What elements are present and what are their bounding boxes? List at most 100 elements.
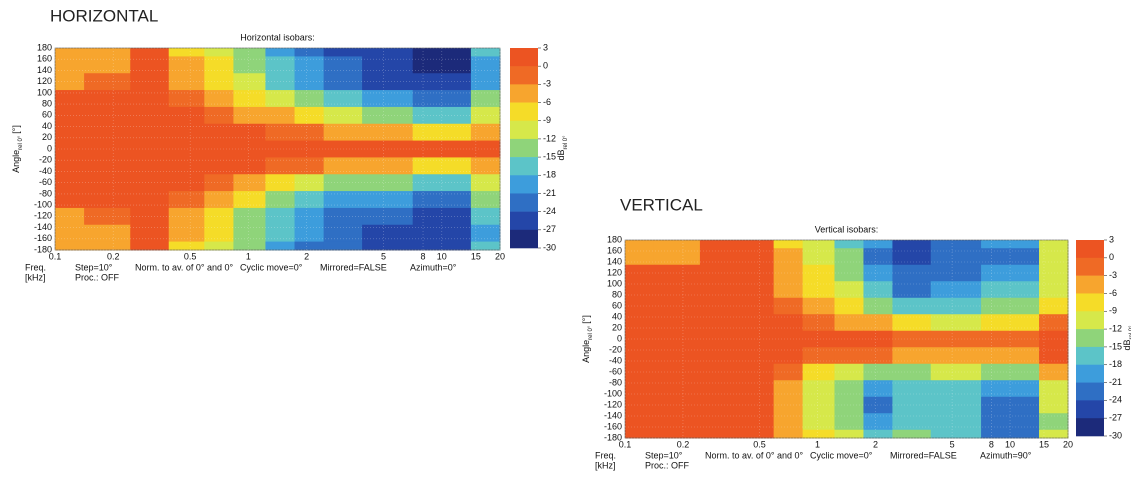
colorbar-label: -27 bbox=[543, 224, 556, 234]
heat-cell bbox=[84, 48, 131, 57]
heat-cell bbox=[294, 106, 325, 125]
y-label-main: Angle bbox=[11, 150, 21, 173]
x-axis-label: Freq. bbox=[25, 262, 46, 272]
colorbar-label: -9 bbox=[1109, 306, 1117, 316]
heat-cell bbox=[863, 363, 893, 381]
heat-cell bbox=[265, 174, 296, 192]
heat-cell bbox=[412, 106, 472, 125]
colorbar-band bbox=[1076, 418, 1104, 437]
heat-cell bbox=[362, 123, 414, 142]
heat-cell bbox=[892, 240, 932, 249]
heat-cell bbox=[233, 191, 266, 209]
heat-cell bbox=[294, 191, 325, 209]
heat-cell bbox=[834, 363, 864, 381]
y-tick-label: 100 bbox=[607, 278, 622, 288]
heat-cell bbox=[130, 174, 170, 192]
heat-cell bbox=[981, 396, 1040, 414]
footer-note: Proc.: OFF bbox=[75, 272, 120, 282]
footer-note: Norm. to av. of 0° and 0° bbox=[705, 450, 803, 460]
heat-cell bbox=[802, 396, 835, 414]
heat-cell bbox=[233, 48, 266, 57]
heat-cell bbox=[738, 396, 775, 414]
y-tick-label: 180 bbox=[607, 234, 622, 244]
x-tick-label: 1 bbox=[815, 439, 820, 449]
heat-cell bbox=[892, 396, 932, 414]
heat-cell bbox=[55, 191, 85, 209]
heat-cell bbox=[802, 380, 835, 398]
plot-frame bbox=[624, 239, 1069, 439]
y-tick-label: 20 bbox=[42, 132, 52, 142]
heat-cell bbox=[653, 380, 701, 398]
colorbar-title-sub: rel 0° bbox=[563, 135, 569, 150]
heat-cell bbox=[625, 248, 655, 266]
heat-cell bbox=[204, 73, 234, 91]
heat-cell bbox=[362, 56, 414, 74]
heat-cell bbox=[930, 248, 982, 266]
y-tick-label: -80 bbox=[39, 188, 52, 198]
colorbar-band bbox=[1076, 293, 1104, 312]
heat-cell bbox=[130, 140, 170, 158]
heat-cell bbox=[323, 224, 363, 243]
heat-cell bbox=[265, 56, 296, 74]
x-tick-label: 0.1 bbox=[619, 439, 632, 449]
heat-cell bbox=[892, 297, 932, 315]
heat-cell bbox=[84, 174, 131, 192]
heat-cell bbox=[773, 297, 804, 315]
colorbar-label: -21 bbox=[1109, 377, 1122, 387]
heat-cell bbox=[773, 264, 804, 282]
heat-cell bbox=[168, 48, 205, 57]
heat-cell bbox=[233, 241, 266, 251]
heat-cell bbox=[470, 90, 501, 108]
footer-note: Mirrored=FALSE bbox=[890, 450, 957, 460]
colorbar-label: -30 bbox=[543, 242, 556, 252]
heat-cell bbox=[773, 396, 804, 414]
heat-cell bbox=[294, 48, 325, 57]
heat-cell bbox=[412, 56, 472, 74]
heat-cell bbox=[55, 224, 85, 243]
heat-cell bbox=[802, 297, 835, 315]
heat-cell bbox=[233, 90, 266, 108]
heat-cell bbox=[204, 241, 234, 251]
heat-cell bbox=[930, 363, 982, 381]
heat-cell bbox=[412, 174, 472, 192]
colorbar-title: dBrel 0° bbox=[556, 135, 568, 161]
heat-cell bbox=[130, 241, 170, 251]
y-tick-label: 60 bbox=[612, 300, 622, 310]
heat-cell bbox=[892, 314, 932, 332]
heat-cell bbox=[930, 297, 982, 315]
heat-cell bbox=[55, 48, 85, 57]
colorbar-band bbox=[510, 157, 538, 176]
heat-cell bbox=[981, 248, 1040, 266]
colorbar-label: 0 bbox=[543, 61, 548, 71]
footer-note: Step=10° bbox=[645, 450, 683, 460]
heat-cell bbox=[981, 380, 1040, 398]
heat-cell bbox=[362, 174, 414, 192]
colorbar-label: -27 bbox=[1109, 413, 1122, 423]
y-label-sub: rel 0° bbox=[588, 325, 594, 340]
colorbar-band bbox=[1076, 311, 1104, 330]
colorbar-band bbox=[1076, 346, 1104, 366]
heat-cell bbox=[130, 90, 170, 108]
y-tick-label: -160 bbox=[34, 233, 52, 243]
heat-cell bbox=[265, 48, 296, 57]
x-tick-label: 0.1 bbox=[49, 251, 62, 261]
heat-cell bbox=[930, 413, 982, 431]
heat-cell bbox=[412, 191, 472, 209]
heat-cell bbox=[233, 174, 266, 192]
heat-cell bbox=[930, 264, 982, 282]
heat-cell bbox=[1039, 297, 1069, 315]
y-tick-label: -120 bbox=[604, 399, 622, 409]
x-axis-label: Freq. bbox=[595, 450, 616, 460]
heat-cell bbox=[323, 174, 363, 192]
x-tick-label: 10 bbox=[1005, 439, 1015, 449]
heat-cell bbox=[699, 297, 739, 315]
colorbar-band bbox=[510, 211, 538, 231]
heat-cell bbox=[470, 48, 501, 57]
heat-cell bbox=[1039, 248, 1069, 266]
heat-cell bbox=[362, 207, 414, 226]
y-label-unit: [°] bbox=[581, 315, 591, 324]
heat-cell bbox=[412, 48, 472, 57]
heat-cell bbox=[802, 330, 835, 348]
heat-cell bbox=[653, 396, 701, 414]
heat-cell bbox=[1039, 347, 1069, 365]
